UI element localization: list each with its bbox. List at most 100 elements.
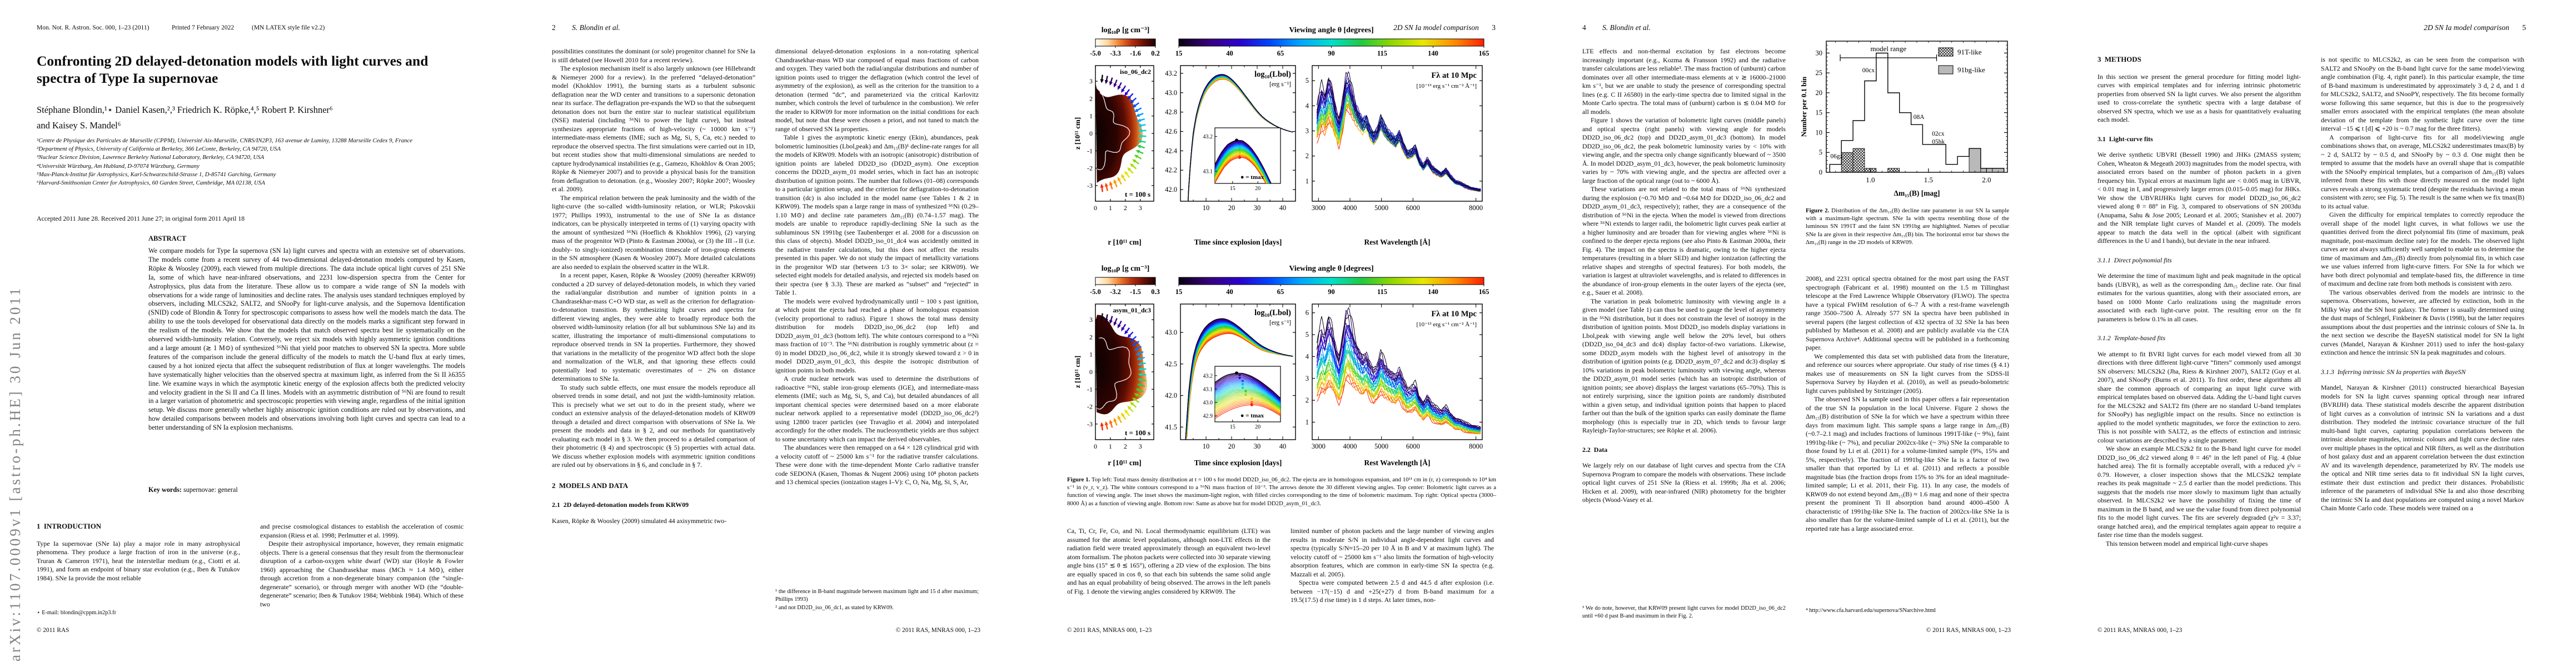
paragraph: LTE effects and non-thermal excitation b…	[1582, 47, 1786, 116]
svg-text:165: 165	[1479, 49, 1489, 57]
svg-text:iso_06_dc2: iso_06_dc2	[1120, 68, 1151, 76]
svg-text:3: 3	[1139, 204, 1142, 212]
page-5: 2D SN Ia model comparison 5 3 METHODS In …	[2061, 0, 2576, 667]
svg-text:Number per 0.1 bin: Number per 0.1 bin	[1800, 76, 1808, 137]
svg-text:43.2: 43.2	[1203, 373, 1213, 379]
svg-text:65: 65	[1277, 288, 1284, 296]
svg-text:20: 20	[1255, 186, 1260, 192]
svg-text:2: 2	[1306, 152, 1309, 160]
svg-text:4000: 4000	[1343, 442, 1357, 450]
svg-text:1: 1	[1109, 442, 1112, 450]
printed-date: Printed 7 February 2022	[172, 24, 235, 31]
figure-1: log₁₀ρ [g cm⁻³] -5.0 -3.3 -1.6 0.2 Viewing an…	[1073, 26, 1489, 467]
svg-text:2: 2	[1124, 442, 1127, 450]
footnote-text: ¹ the difference in B-band magnitude bet…	[775, 589, 979, 603]
svg-text:z [10¹¹ cm]: z [10¹¹ cm]	[1073, 117, 1082, 150]
svg-text:r [10¹¹ cm]: r [10¹¹ cm]	[1108, 459, 1141, 467]
affiliation: ²Department of Physics, University of Ca…	[37, 146, 281, 153]
svg-text:1.0: 1.0	[1866, 176, 1875, 184]
svg-text:5000: 5000	[1374, 442, 1388, 450]
svg-text:-1: -1	[1087, 385, 1093, 393]
paragraph: We determine the time of maximum light a…	[2097, 272, 2301, 323]
svg-text:4000: 4000	[1343, 204, 1357, 212]
affiliation: ⁶Harvard-Smithsonian Center for Astrophy…	[37, 180, 265, 187]
svg-text:30: 30	[1254, 442, 1261, 450]
page-number: 5	[2522, 23, 2526, 32]
paragraph: The empirical relation between the peak …	[552, 193, 755, 271]
annotation-06gz: 06gz	[1830, 153, 1842, 160]
density-colorbar	[1095, 277, 1156, 285]
section-heading: 3 METHODS	[2097, 56, 2141, 63]
figure-1-caption-label: Figure 1.	[1067, 476, 1090, 483]
svg-text:43.0: 43.0	[1165, 328, 1177, 336]
svg-text:log₁₀ρ [g cm⁻³]: log₁₀ρ [g cm⁻³]	[1102, 265, 1150, 273]
paragraph: A crude nuclear network was used to dete…	[775, 375, 979, 443]
style-file: (MN LATEX style file v2.2)	[252, 24, 325, 31]
svg-text:t = 100 s: t = 100 s	[1125, 429, 1150, 437]
svg-text:2.0: 2.0	[1982, 176, 1991, 184]
svg-text:30: 30	[1816, 49, 1823, 57]
copyright: © 2011 RAS, MNRAS 000, 1–23	[895, 627, 980, 634]
svg-text:1.5: 1.5	[1924, 176, 1933, 184]
paragraph: Type Ia supernovae (SNe Ia) play a major…	[37, 539, 240, 582]
svg-text:165: 165	[1479, 288, 1489, 296]
svg-text:140: 140	[1428, 49, 1438, 57]
page1-right-column: and precise cosmological distances to es…	[260, 522, 464, 625]
svg-text:-1.5: -1.5	[1130, 288, 1141, 296]
svg-text:90: 90	[1328, 49, 1335, 57]
spectra-panel: 1 2 3 4 5 6 3000 4000 5000 6000 8000 Fλ at 10 Mpc [1…	[1306, 303, 1483, 450]
footnotes: ¹ the difference in B-band magnitude bet…	[775, 588, 979, 613]
page-1: Mon. Not. R. Astron. Soc. 000, 1–23 (201…	[0, 0, 515, 667]
histogram-outline	[1829, 52, 2005, 173]
paragraph: Given the difficulty for empirical templ…	[2321, 211, 2524, 287]
paragraph: 2008), and 2231 optical spectra obtained…	[1806, 275, 2009, 351]
svg-text:[erg s⁻¹]: [erg s⁻¹]	[1269, 320, 1291, 326]
svg-text:5: 5	[1306, 77, 1309, 84]
svg-text:3: 3	[1306, 375, 1309, 382]
viewing-angle-colorbar	[1178, 38, 1484, 47]
figure1-row-2: log₁₀ρ [g cm⁻³] -5.0 -3.2 -1.5 0.3 Viewing an…	[1073, 265, 1489, 467]
svg-text:8000: 8000	[1469, 204, 1483, 212]
paragraph: In this section we present the general p…	[2097, 72, 2301, 124]
svg-text:15: 15	[1175, 49, 1183, 57]
page5-left-column: 3 METHODS In this section we present the …	[2097, 56, 2301, 617]
svg-text:Rest Wavelength [Å]: Rest Wavelength [Å]	[1364, 459, 1431, 467]
paragraph: possibilities constitutes the dominant (…	[552, 47, 755, 64]
svg-text:log₁₀ρ [g cm⁻³]: log₁₀ρ [g cm⁻³]	[1102, 26, 1150, 34]
svg-text:6000: 6000	[1406, 204, 1420, 212]
bar-91bg	[1969, 148, 1981, 173]
subsection-heading: 2.2 Data	[1582, 445, 1608, 454]
svg-text:15: 15	[1816, 109, 1823, 117]
svg-text:43.1: 43.1	[1203, 386, 1213, 392]
running-title: S. Blondin et al.	[572, 23, 620, 32]
paragraph: Spectra were computed between 2.5 d and …	[1291, 579, 1494, 604]
svg-text:3000: 3000	[1312, 204, 1326, 212]
svg-text:10: 10	[1816, 128, 1823, 136]
paragraph: We attempt to fit BVRI light curves for …	[2097, 350, 2301, 444]
density-colorbar	[1095, 38, 1156, 47]
authors-line-2: and Kaisey S. Mandel⁶	[37, 120, 121, 131]
annotation-05hk: 05hk	[1932, 139, 1945, 146]
svg-text:43.2: 43.2	[1165, 69, 1177, 77]
viewing-angle-arrows-icon	[1100, 74, 1147, 192]
svg-text:t = 100 s: t = 100 s	[1125, 190, 1150, 198]
paragraph: and precise cosmological distances to es…	[260, 522, 464, 539]
svg-text:1: 1	[1089, 112, 1093, 120]
running-head: 4 S. Blondin et al.	[1582, 23, 1651, 32]
running-title: 2D SN Ia model comparison	[2424, 23, 2509, 32]
svg-text:0: 0	[1089, 130, 1093, 137]
paragraph: We complemented this data set with publi…	[1806, 352, 2009, 395]
svg-text:3: 3	[1089, 77, 1093, 85]
paragraph: The abundances were then remapped on a 6…	[775, 444, 979, 486]
page2-left-column: possibilities constitutes the dominant (…	[552, 47, 755, 625]
svg-text:log₁₀(Lbol): log₁₀(Lbol)	[1254, 308, 1291, 317]
svg-text:65: 65	[1277, 49, 1284, 57]
svg-text:20: 20	[1228, 204, 1235, 212]
svg-text:42.9: 42.9	[1203, 414, 1213, 420]
svg-text:0.2: 0.2	[1151, 49, 1160, 57]
svg-text:0: 0	[1089, 368, 1093, 376]
footnote-text: ⁴ http://www.cfa.harvard.edu/supernova/S…	[1806, 608, 1936, 614]
paragraph: Mandel, Narayan & Kirshner (2011) constr…	[2321, 384, 2524, 512]
svg-text:42.2: 42.2	[1165, 166, 1177, 174]
